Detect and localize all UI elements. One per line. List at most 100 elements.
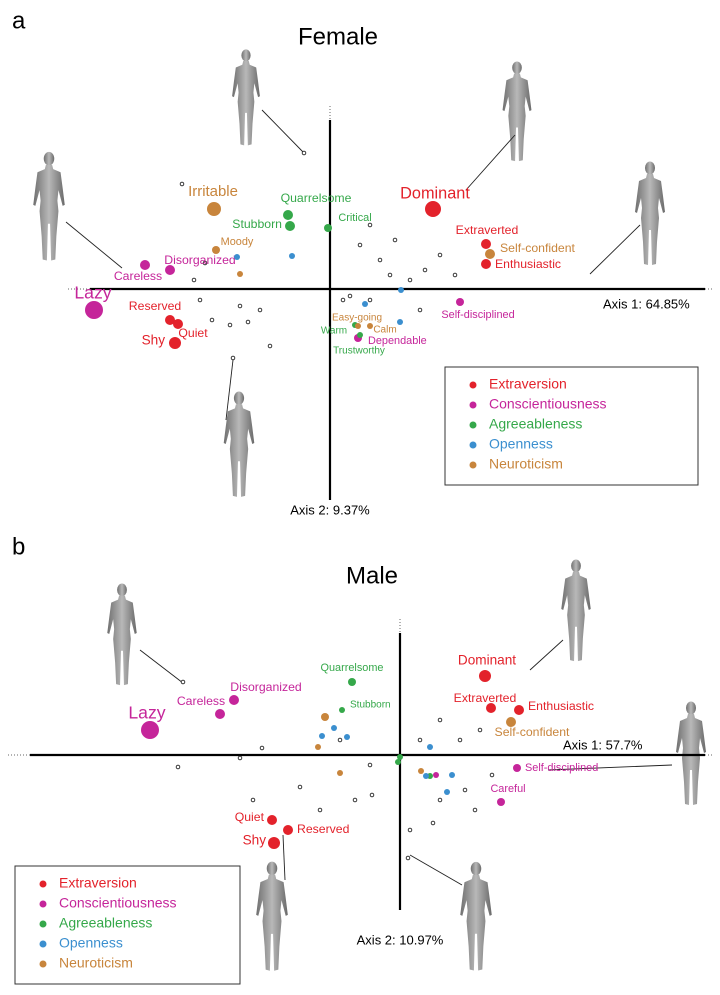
point [337,770,343,776]
point [497,798,505,806]
panel: a Female Axis 1: 64.85% Axis 2: 9.37% Domina… [12,7,713,517]
point-label: Shy [243,833,267,848]
point [367,297,373,303]
point-label: Disorganized [230,680,302,694]
point [357,332,363,338]
point-label: Warm [321,326,347,337]
legend-marker [39,920,47,928]
point [140,260,150,270]
legend-label: Extraversion [59,875,137,891]
point-label: Quarrelsome [281,191,352,205]
point-label: Self-disciplined [441,309,514,321]
legend-marker [469,421,477,429]
point [337,737,343,743]
point-label: Enthusiastic [495,257,561,271]
point [229,695,239,705]
legend-label: Neuroticism [59,955,133,971]
point [422,267,428,273]
point [423,773,429,779]
panel: b Male Axis 1: 57.7% Axis 2: 10.97% Dominant… [8,533,713,985]
point [289,253,295,259]
point [362,301,368,307]
legend-marker [469,441,477,449]
point [215,709,225,719]
point-label: Quarrelsome [321,662,384,674]
point [433,772,439,778]
point [179,181,185,187]
point [437,717,443,723]
legend-label: Openness [59,935,123,951]
point [355,323,361,329]
legend: Extraversion Conscientiousness Agreeablene… [14,865,241,985]
point [209,317,215,323]
point-label: Careless [177,694,225,708]
point-label: Moody [221,236,254,248]
point-label: Extraverted [456,223,519,237]
point [449,772,455,778]
leader-lines [65,109,673,886]
point [437,252,443,258]
point [340,297,346,303]
point [367,323,373,329]
legend-label: Openness [489,436,553,452]
legend-marker [469,401,477,409]
legend-label: Conscientiousness [59,895,177,911]
point [331,725,337,731]
point [407,827,413,833]
legend: Extraversion Conscientiousness Agreeablene… [444,366,699,486]
point [191,277,197,283]
y-axis-label: Axis 2: 9.37% [290,502,370,517]
point-label: Irritable [188,183,238,200]
point [257,307,263,313]
point [444,789,450,795]
point-label: Disorganized [164,253,236,267]
point [212,246,220,254]
point [477,727,483,733]
point-label: Self-disciplined [525,762,598,774]
point [417,737,423,743]
point-label: Calm [373,325,396,336]
point [315,744,321,750]
legend-marker [39,880,47,888]
point [169,337,181,349]
point [395,759,401,765]
point [367,762,373,768]
point [207,202,221,216]
point [267,343,273,349]
point-label: Careless [114,269,162,283]
point [425,201,441,217]
point [301,150,307,156]
point-label: Lazy [128,703,165,723]
point-label: Stubborn [232,217,282,231]
point [317,807,323,813]
point [481,239,491,249]
legend-marker [39,960,47,968]
point [197,297,203,303]
point [398,287,404,293]
point [405,855,411,861]
point [457,737,463,743]
point-label: Quiet [178,326,208,340]
point-label: Self-confident [495,725,571,739]
point-label: Enthusiastic [528,699,594,713]
point-label: Lazy [74,283,111,303]
point [357,242,363,248]
point [506,717,516,727]
point-label: Dominant [458,653,516,668]
point [283,825,293,835]
point [472,807,478,813]
point [250,797,256,803]
point [285,221,295,231]
point [417,307,423,313]
point [437,797,443,803]
point [348,678,356,686]
point [513,764,521,772]
point [237,303,243,309]
point-label: Careful [490,783,525,795]
point [377,257,383,263]
point [339,707,345,713]
point [165,265,175,275]
panel-label: a [12,7,26,34]
point [234,254,240,260]
legend-label: Agreeableness [489,416,582,432]
